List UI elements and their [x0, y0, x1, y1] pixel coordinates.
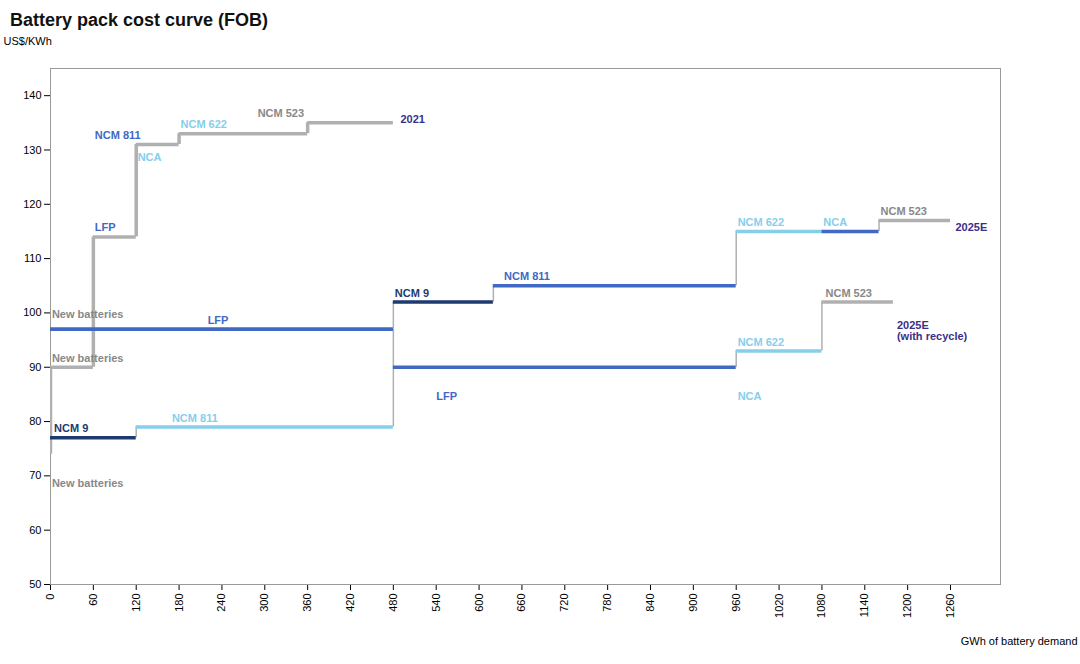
svg-text:NCA: NCA: [823, 216, 847, 228]
svg-text:90: 90: [29, 361, 41, 373]
svg-text:420: 420: [344, 594, 356, 612]
svg-text:1140: 1140: [858, 594, 870, 618]
svg-text:NCM 9: NCM 9: [395, 287, 429, 299]
svg-text:60: 60: [29, 524, 41, 536]
svg-text:120: 120: [130, 594, 142, 612]
svg-text:New batteries: New batteries: [52, 477, 124, 489]
svg-text:NCM 811: NCM 811: [95, 129, 141, 141]
svg-text:50: 50: [29, 578, 41, 590]
svg-text:New batteries: New batteries: [52, 352, 124, 364]
svg-text:70: 70: [29, 469, 41, 481]
svg-text:2025E(with recycle): 2025E(with recycle): [897, 319, 968, 342]
svg-text:540: 540: [430, 594, 442, 612]
svg-text:2021: 2021: [401, 113, 425, 125]
svg-text:110: 110: [24, 252, 42, 264]
svg-text:80: 80: [29, 415, 41, 427]
svg-text:NCM 9: NCM 9: [54, 422, 88, 434]
html-text:Battery pack cost curve (FOB): Battery pack cost curve (FOB): [10, 10, 269, 30]
svg-text:NCM 523: NCM 523: [881, 205, 927, 217]
svg-text:2025E: 2025E: [956, 221, 988, 233]
svg-text:NCM 622: NCM 622: [738, 336, 784, 348]
svg-text:900: 900: [687, 594, 699, 612]
svg-text:360: 360: [301, 594, 313, 612]
svg-text:1200: 1200: [901, 594, 913, 618]
svg-text:60: 60: [87, 594, 99, 606]
svg-text:LFP: LFP: [95, 221, 116, 233]
svg-text:NCM 622: NCM 622: [738, 216, 784, 228]
svg-text:NCA: NCA: [738, 390, 762, 402]
svg-text:1080: 1080: [815, 594, 827, 618]
svg-text:780: 780: [601, 594, 613, 612]
svg-text:GWh of battery demand: GWh of battery demand: [961, 635, 1078, 647]
svg-text:660: 660: [515, 594, 527, 612]
svg-text:US$/KWh: US$/KWh: [4, 35, 52, 47]
svg-text:720: 720: [558, 594, 570, 612]
svg-text:840: 840: [644, 594, 656, 612]
svg-text:LFP: LFP: [208, 314, 229, 326]
svg-text:NCM 811: NCM 811: [172, 412, 218, 424]
svg-text:130: 130: [23, 143, 41, 155]
svg-text:120: 120: [23, 198, 41, 210]
svg-text:300: 300: [258, 594, 270, 612]
svg-text:180: 180: [173, 594, 185, 612]
svg-text:1020: 1020: [773, 594, 785, 618]
svg-text:240: 240: [215, 594, 227, 612]
svg-text:1260: 1260: [944, 594, 956, 618]
svg-text:NCM 523: NCM 523: [826, 287, 872, 299]
svg-text:New batteries: New batteries: [52, 308, 124, 320]
svg-text:140: 140: [23, 89, 41, 101]
svg-text:0: 0: [44, 594, 56, 600]
svg-text:100: 100: [23, 306, 41, 318]
svg-text:NCM 622: NCM 622: [181, 118, 227, 130]
svg-text:LFP: LFP: [436, 390, 457, 402]
svg-text:960: 960: [730, 594, 742, 612]
svg-text:NCA: NCA: [138, 151, 162, 163]
svg-text:NCM 811: NCM 811: [504, 270, 550, 282]
svg-text:480: 480: [387, 594, 399, 612]
svg-text:NCM 523: NCM 523: [258, 107, 304, 119]
svg-text:600: 600: [473, 594, 485, 612]
